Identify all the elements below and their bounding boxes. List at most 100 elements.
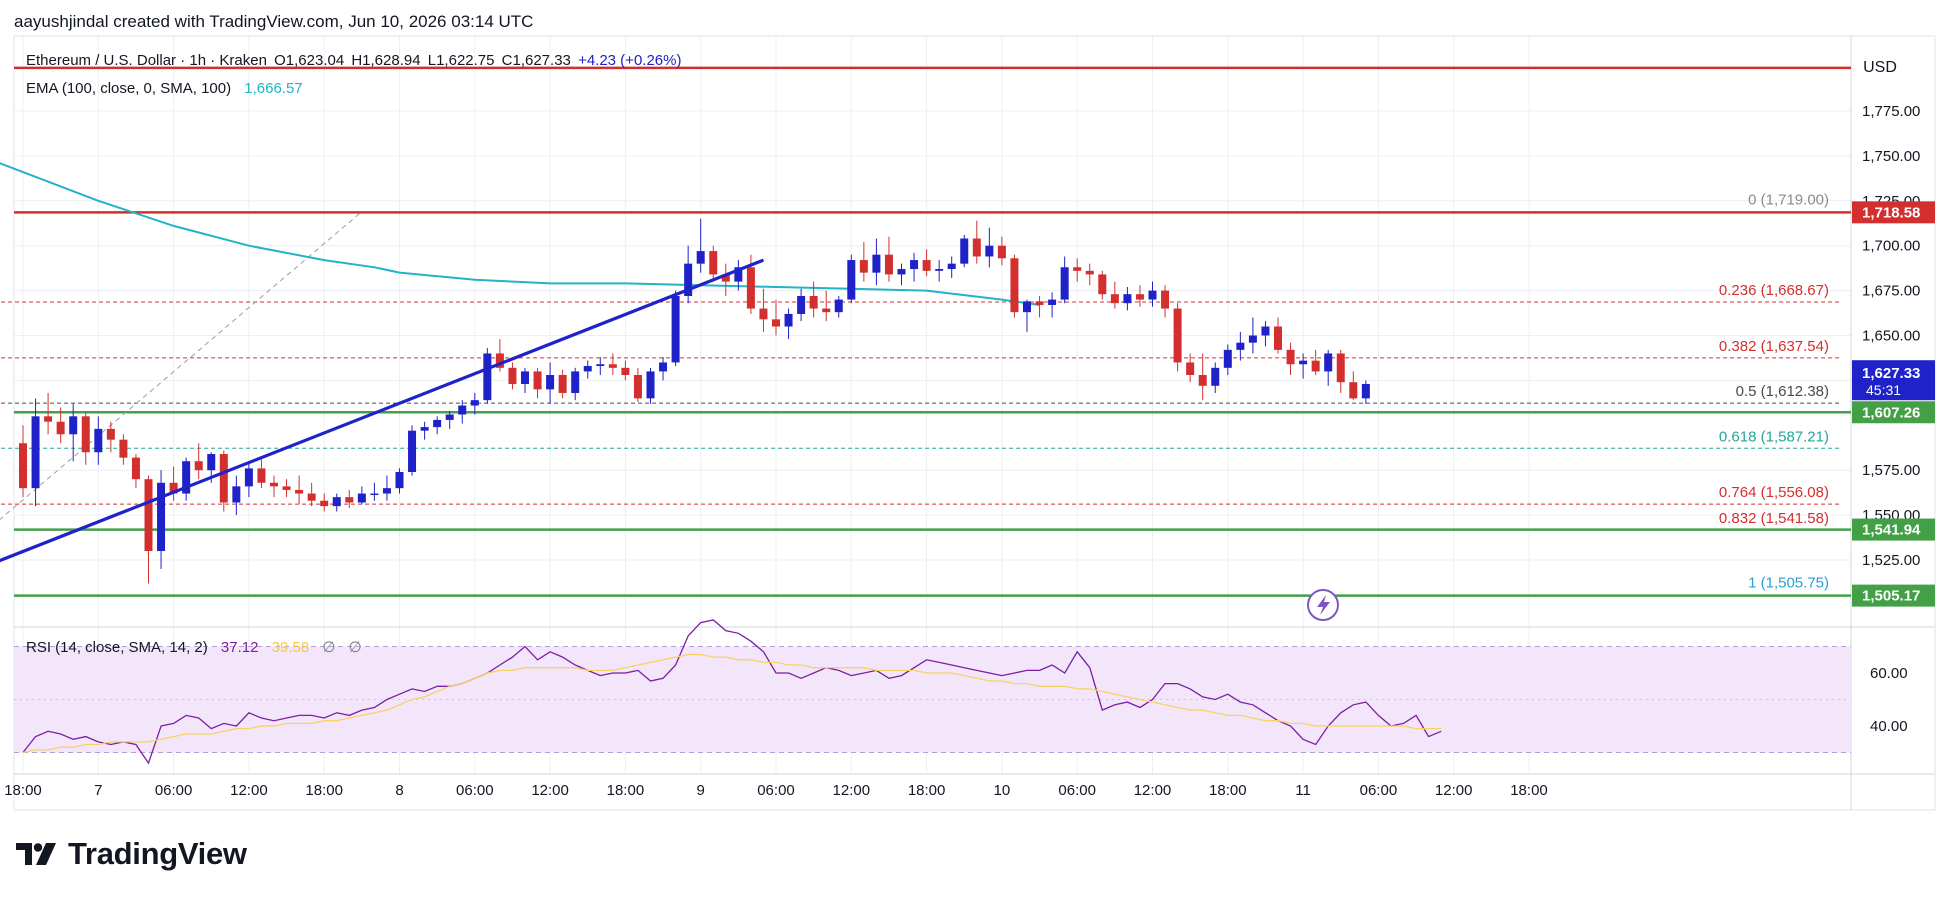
rsi-tick: 40.00 — [1870, 718, 1908, 735]
candle — [106, 421, 115, 453]
candle — [219, 450, 228, 512]
candle — [1123, 287, 1132, 311]
time-tick: 12:00 — [833, 782, 871, 799]
rsi-legend-label: RSI (14, close, SMA, 14, 2) — [26, 639, 208, 656]
candle-body — [244, 468, 253, 487]
candle — [1274, 317, 1282, 354]
fib-label-0: 0 (1,719.00) — [1748, 192, 1829, 209]
candle — [1286, 342, 1295, 376]
level-badge-label-3: 1,541.94 — [1862, 522, 1921, 539]
tradingview-logo-icon — [16, 843, 56, 865]
candle-body — [1148, 290, 1157, 300]
candle-body — [521, 371, 529, 384]
tradingview-logo[interactable]: TradingView — [16, 836, 247, 872]
candle — [784, 308, 793, 340]
trendline-layer — [0, 258, 765, 563]
candle — [244, 461, 253, 498]
candle-body — [382, 488, 391, 494]
candle — [495, 339, 504, 372]
candle-body — [44, 416, 53, 422]
candle — [470, 392, 479, 415]
price-chart[interactable]: 0 (1,719.00) 0.236 (1,668.67) 0.382 (1,637… — [0, 0, 1950, 820]
candle-body — [1060, 267, 1069, 300]
level-badge-2 — [1852, 401, 1935, 424]
candle — [1048, 292, 1057, 318]
rsi-ma-line — [22, 653, 1442, 754]
candle-body — [433, 419, 442, 428]
candle — [270, 475, 278, 498]
candle-body — [81, 416, 90, 453]
candle-body — [207, 454, 216, 471]
candle-body — [972, 238, 981, 257]
candle-body — [282, 486, 291, 490]
candle — [772, 299, 780, 336]
candle — [960, 234, 969, 268]
candle — [1110, 281, 1119, 309]
candle-body — [1286, 349, 1295, 365]
candle-body — [169, 482, 178, 494]
candle — [646, 367, 655, 404]
candle — [1135, 285, 1144, 307]
legend-change: +4.23 (+0.26%) — [578, 52, 682, 69]
candle-body — [19, 443, 27, 489]
candle-body — [257, 468, 266, 483]
ema-legend[interactable]: EMA (100, close, 0, SMA, 100) 1,666.57 — [26, 80, 306, 97]
rsi-legend-value: 37.12 — [220, 639, 259, 656]
candle — [1236, 331, 1245, 361]
candle-body — [483, 353, 492, 401]
candle-body — [797, 295, 806, 314]
candle — [621, 360, 630, 381]
price-tick: 1,575.00 — [1862, 462, 1920, 479]
candle-body — [69, 416, 78, 435]
candle-body — [1336, 353, 1345, 383]
lightning-icon-bolt — [1317, 595, 1330, 615]
fib-label-0.764: 0.764 (1,556.08) — [1719, 484, 1829, 501]
candle-body — [696, 251, 705, 264]
fib-label-0.382: 0.382 (1,637.54) — [1719, 338, 1829, 355]
candle — [483, 348, 492, 404]
candle-body — [646, 371, 655, 399]
candle — [157, 470, 166, 569]
candle — [834, 295, 843, 318]
candle-body — [847, 260, 856, 300]
rsi-legend[interactable]: RSI (14, close, SMA, 14, 2) 37.12 39.58 … — [26, 638, 365, 656]
candle — [395, 468, 404, 494]
time-tick: 18:00 — [1510, 782, 1548, 799]
candle — [1336, 349, 1345, 393]
candle — [307, 482, 316, 507]
time-tick: 18:00 — [305, 782, 343, 799]
candle — [119, 434, 128, 465]
candle-body — [1361, 383, 1370, 399]
lightning-icon[interactable] — [1307, 589, 1339, 621]
candle-body — [106, 428, 115, 440]
candle — [633, 367, 642, 402]
time-tick: 12:00 — [1134, 782, 1172, 799]
time-tick: 12:00 — [230, 782, 268, 799]
fib-label-0.618: 0.618 (1,587.21) — [1719, 428, 1829, 445]
candle — [257, 459, 266, 489]
candle-body — [1048, 299, 1057, 305]
level-badge-label-4: 1,505.17 — [1862, 588, 1920, 605]
candle-body — [1198, 375, 1207, 386]
candle — [295, 475, 304, 505]
candle — [144, 475, 153, 584]
legend-symbol: Ethereum / U.S. Dollar · 1h · Kraken — [26, 52, 267, 69]
candle — [809, 281, 818, 318]
candle — [1311, 349, 1320, 376]
candle — [1324, 349, 1333, 386]
candle-body — [546, 375, 555, 390]
fib-label-1: 1 (1,505.75) — [1748, 575, 1829, 592]
countdown-label: 45:31 — [1866, 382, 1901, 398]
candle-body — [910, 260, 919, 270]
candle — [420, 421, 429, 440]
candle — [433, 416, 442, 435]
ema-legend-label: EMA (100, close, 0, SMA, 100) — [26, 80, 232, 97]
candle-body — [144, 479, 153, 552]
candle — [596, 357, 605, 376]
candle-body — [332, 497, 341, 507]
candle-body — [1236, 342, 1245, 350]
candle — [985, 227, 994, 268]
candle — [408, 425, 417, 476]
candle — [997, 236, 1006, 266]
rsi-line — [22, 619, 1442, 765]
